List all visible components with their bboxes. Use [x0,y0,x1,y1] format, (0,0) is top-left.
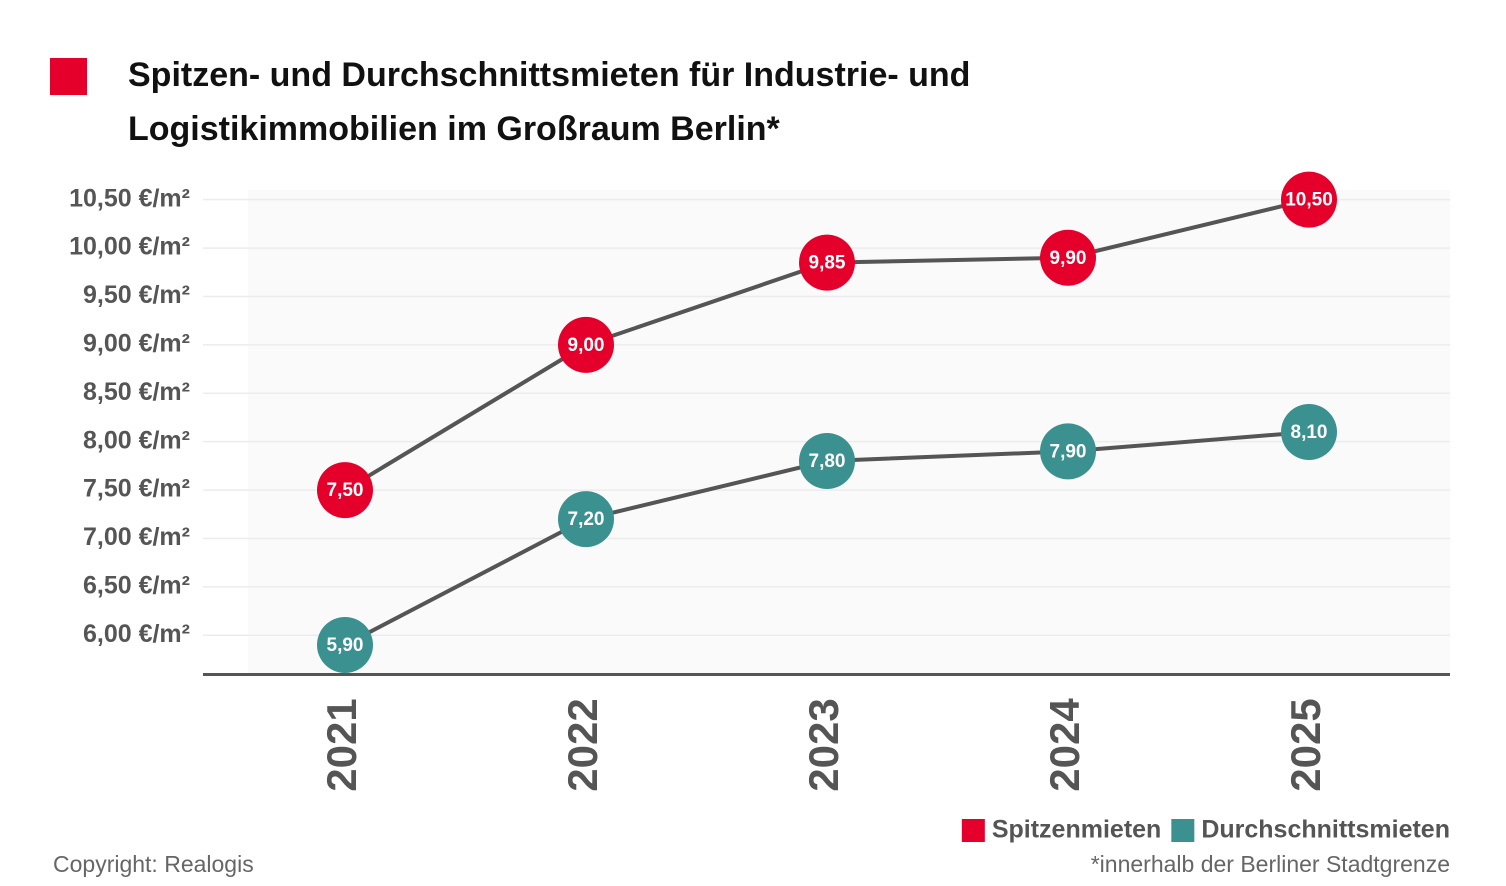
x-tick-label: 2021 [318,698,365,791]
data-point [558,316,614,373]
data-point [1040,229,1096,286]
y-tick-label: 10,50 €/m² [69,184,190,212]
data-point [317,462,373,519]
y-tick-label: 7,50 €/m² [83,475,190,503]
data-label: 7,20 [568,509,605,530]
legend-swatch [961,819,985,842]
data-point [1040,423,1096,480]
data-label: 9,85 [809,253,846,274]
data-label: 5,90 [327,635,364,656]
data-label: 7,80 [809,451,846,472]
data-label: 10,50 [1285,190,1333,211]
y-tick-label: 6,00 €/m² [83,620,190,648]
data-label: 7,90 [1050,441,1087,462]
data-point [1281,404,1337,460]
copyright: Copyright: Realogis [53,851,254,877]
chart-title: Spitzen- und Durchschnittsmieten für Ind… [128,56,970,148]
data-label: 9,00 [568,335,605,356]
y-tick-label: 10,00 €/m² [69,233,190,261]
y-tick-label: 6,50 €/m² [83,571,190,599]
legend-swatch [1171,819,1195,842]
x-tick-label: 2024 [1041,698,1088,792]
title-marker [50,58,87,95]
y-tick-label: 7,00 €/m² [83,523,190,551]
y-tick-label: 9,50 €/m² [83,281,190,309]
footnote: *innerhalb der Berliner Stadtgrenze [1091,851,1450,877]
y-tick-label: 8,50 €/m² [83,378,190,406]
data-point [317,616,373,673]
x-tick-label: 2022 [559,698,606,791]
data-point [1281,171,1337,228]
data-label: 9,90 [1050,248,1087,269]
data-point [799,234,855,291]
legend-label: Durchschnittsmieten [1201,816,1450,844]
legend-label: Spitzenmieten [992,816,1161,844]
y-tick-label: 8,00 €/m² [83,426,190,454]
data-point [558,491,614,548]
data-label: 7,50 [327,480,364,501]
data-point [799,433,855,490]
data-label: 8,10 [1291,422,1328,443]
x-tick-label: 2025 [1282,698,1329,791]
x-tick-label: 2023 [800,698,847,791]
y-tick-label: 9,00 €/m² [83,329,190,357]
